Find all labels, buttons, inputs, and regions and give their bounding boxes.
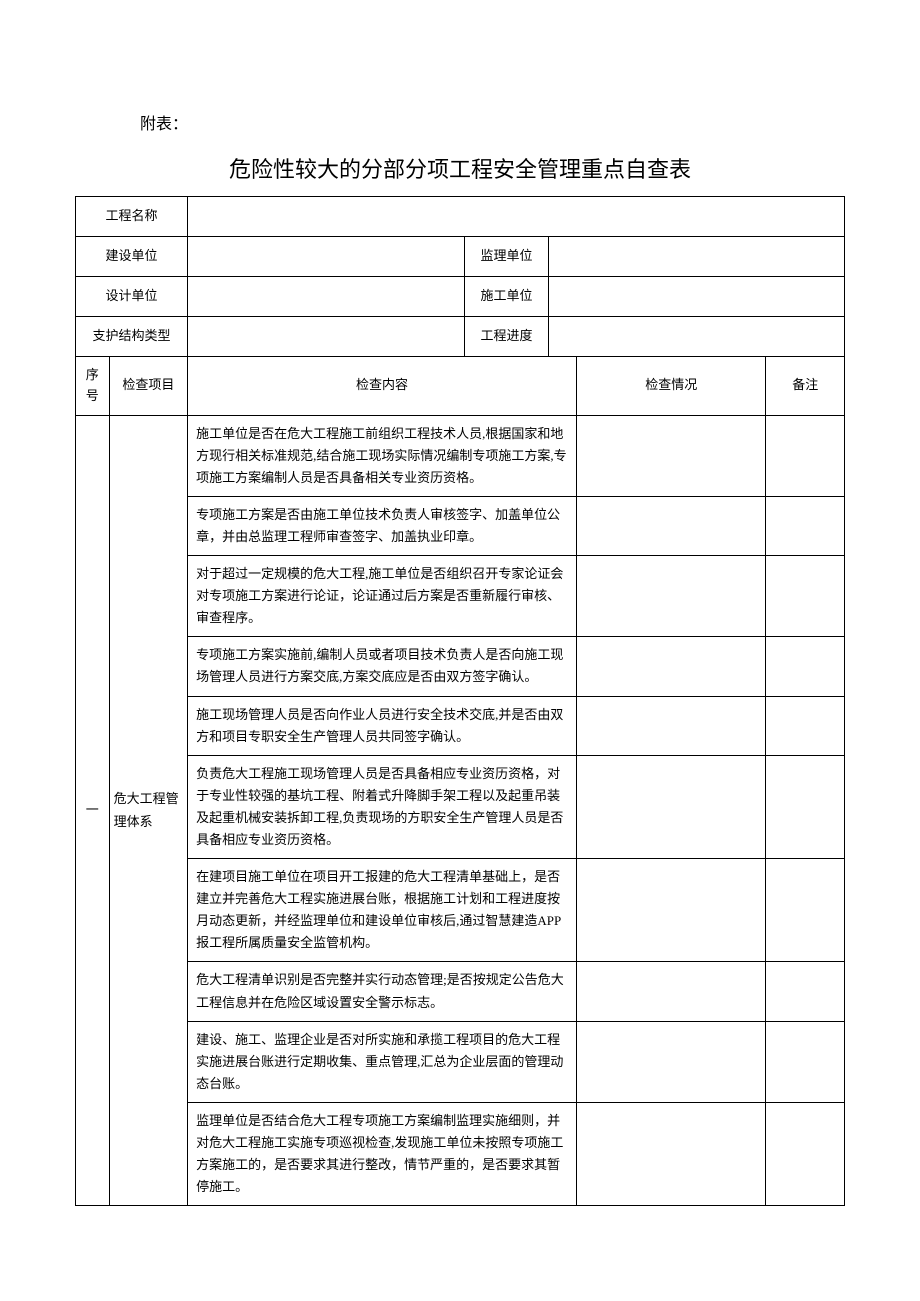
check-remark [766, 496, 845, 555]
table-row: 对于超过一定规模的危大工程,施工单位是否组织召开专家论证会对专项施工方案进行论证… [76, 556, 845, 637]
check-status [577, 755, 766, 858]
header-seq: 序号 [76, 357, 110, 416]
table-row: 危大工程清单识别是否完整并实行动态管理;是否按规定公告危大工程信息并在危险区域设… [76, 962, 845, 1021]
value-supervisor [549, 237, 845, 277]
table-row: 负责危大工程施工现场管理人员是否具备相应专业资历资格，对于专业性较强的基坑工程、… [76, 755, 845, 858]
check-content: 对于超过一定规模的危大工程,施工单位是否组织召开专家论证会对专项施工方案进行论证… [188, 556, 577, 637]
check-remark [766, 1102, 845, 1205]
check-status [577, 556, 766, 637]
label-constructor: 施工单位 [464, 277, 548, 317]
info-row-structure: 支护结构类型 工程进度 [76, 317, 845, 357]
attachment-prefix: 附表： [140, 110, 845, 134]
check-remark [766, 415, 845, 496]
check-remark [766, 1021, 845, 1102]
check-status [577, 696, 766, 755]
check-remark [766, 556, 845, 637]
table-row: 施工现场管理人员是否向作业人员进行安全技术交底,并是否由双方和项目专职安全生产管… [76, 696, 845, 755]
table-header-row: 序号 检查项目 检查内容 检查情况 备注 [76, 357, 845, 416]
value-builder [188, 237, 465, 277]
header-item: 检查项目 [109, 357, 187, 416]
check-content: 监理单位是否结合危大工程专项施工方案编制监理实施细则，并对危大工程施工实施专项巡… [188, 1102, 577, 1205]
check-status [577, 1021, 766, 1102]
value-progress [549, 317, 845, 357]
section-item: 危大工程管理体系 [109, 415, 187, 1206]
label-builder: 建设单位 [76, 237, 188, 277]
label-structure-type: 支护结构类型 [76, 317, 188, 357]
check-status [577, 637, 766, 696]
check-content: 专项施工方案是否由施工单位技术负责人审核签字、加盖单位公章，并由总监理工程师审查… [188, 496, 577, 555]
check-remark [766, 696, 845, 755]
check-content: 专项施工方案实施前,编制人员或者项目技术负责人是否向施工现场管理人员进行方案交底… [188, 637, 577, 696]
header-content: 检查内容 [188, 357, 577, 416]
value-constructor [549, 277, 845, 317]
check-remark [766, 755, 845, 858]
check-content: 负责危大工程施工现场管理人员是否具备相应专业资历资格，对于专业性较强的基坑工程、… [188, 755, 577, 858]
section-seq: 一 [76, 415, 110, 1206]
check-status [577, 415, 766, 496]
table-row: 一危大工程管理体系施工单位是否在危大工程施工前组织工程技术人员,根据国家和地方现… [76, 415, 845, 496]
label-project-name: 工程名称 [76, 197, 188, 237]
check-status [577, 962, 766, 1021]
table-row: 建设、施工、监理企业是否对所实施和承揽工程项目的危大工程实施进展台账进行定期收集… [76, 1021, 845, 1102]
check-remark [766, 637, 845, 696]
info-row-builder: 建设单位 监理单位 [76, 237, 845, 277]
check-status [577, 859, 766, 962]
check-content: 在建项目施工单位在项目开工报建的危大工程清单基础上，是否建立并完善危大工程实施进… [188, 859, 577, 962]
check-content: 建设、施工、监理企业是否对所实施和承揽工程项目的危大工程实施进展台账进行定期收集… [188, 1021, 577, 1102]
header-status: 检查情况 [577, 357, 766, 416]
check-status [577, 496, 766, 555]
info-row-designer: 设计单位 施工单位 [76, 277, 845, 317]
table-row: 在建项目施工单位在项目开工报建的危大工程清单基础上，是否建立并完善危大工程实施进… [76, 859, 845, 962]
label-designer: 设计单位 [76, 277, 188, 317]
label-supervisor: 监理单位 [464, 237, 548, 277]
check-content: 施工现场管理人员是否向作业人员进行安全技术交底,并是否由双方和项目专职安全生产管… [188, 696, 577, 755]
inspection-table: 工程名称 建设单位 监理单位 设计单位 施工单位 支护结构类型 工程进度 序号 … [75, 196, 845, 1206]
label-progress: 工程进度 [464, 317, 548, 357]
check-content: 危大工程清单识别是否完整并实行动态管理;是否按规定公告危大工程信息并在危险区域设… [188, 962, 577, 1021]
table-row: 专项施工方案实施前,编制人员或者项目技术负责人是否向施工现场管理人员进行方案交底… [76, 637, 845, 696]
check-content: 施工单位是否在危大工程施工前组织工程技术人员,根据国家和地方现行相关标准规范,结… [188, 415, 577, 496]
table-row: 监理单位是否结合危大工程专项施工方案编制监理实施细则，并对危大工程施工实施专项巡… [76, 1102, 845, 1205]
check-status [577, 1102, 766, 1205]
check-remark [766, 962, 845, 1021]
info-row-project-name: 工程名称 [76, 197, 845, 237]
page-title: 危险性较大的分部分项工程安全管理重点自查表 [75, 152, 845, 184]
value-project-name [188, 197, 845, 237]
header-remark: 备注 [766, 357, 845, 416]
table-row: 专项施工方案是否由施工单位技术负责人审核签字、加盖单位公章，并由总监理工程师审查… [76, 496, 845, 555]
check-remark [766, 859, 845, 962]
value-structure-type [188, 317, 465, 357]
value-designer [188, 277, 465, 317]
